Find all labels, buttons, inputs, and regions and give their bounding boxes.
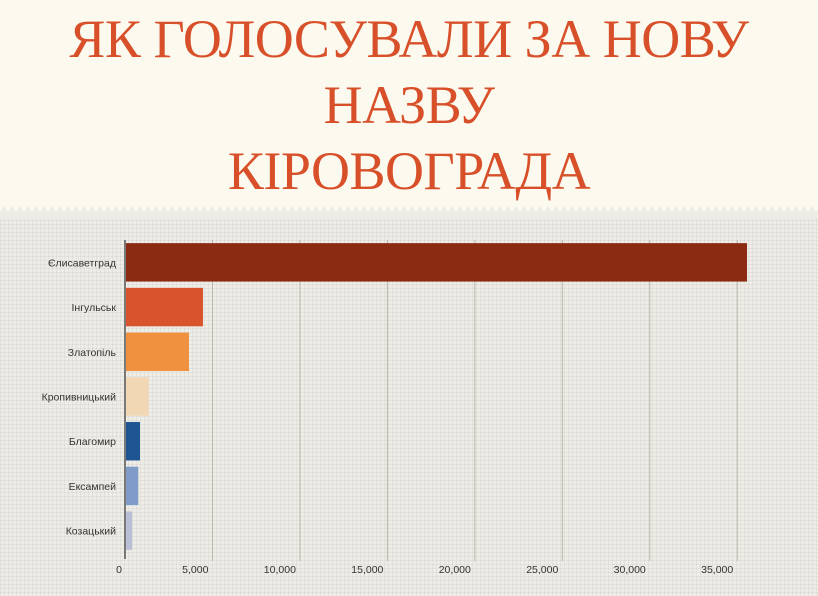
category-label: Козацький bbox=[66, 526, 116, 538]
category-label: Єлисаветград bbox=[48, 257, 116, 269]
bar bbox=[126, 332, 189, 372]
title-line-2: НАЗВУ bbox=[323, 75, 495, 135]
title-line-3: КІРОВОГРАДА bbox=[227, 141, 591, 201]
x-tick-label: 5,000 bbox=[182, 564, 208, 576]
bar bbox=[126, 243, 747, 282]
bar bbox=[126, 466, 139, 506]
bar bbox=[126, 377, 149, 416]
category-label: Кропивницький bbox=[42, 392, 117, 404]
x-tick-label: 30,000 bbox=[614, 564, 646, 576]
category-label: Ексампей bbox=[69, 481, 117, 493]
bar bbox=[126, 421, 140, 461]
zigzag-divider bbox=[0, 206, 818, 218]
bar bbox=[126, 511, 133, 550]
title-line-1: ЯК ГОЛОСУВАЛИ ЗА НОВУ bbox=[69, 9, 749, 69]
category-label: Інгульськ bbox=[72, 302, 117, 314]
x-tick-label: 20,000 bbox=[439, 564, 471, 576]
bar bbox=[126, 287, 203, 327]
x-tick-label: 15,000 bbox=[351, 564, 383, 576]
x-tick-label: 0 bbox=[116, 564, 122, 576]
category-label: Благомир bbox=[69, 436, 116, 448]
chart-title: ЯК ГОЛОСУВАЛИ ЗА НОВУ НАЗВУ КІРОВОГРАДА bbox=[0, 6, 818, 204]
x-tick-label: 10,000 bbox=[264, 564, 296, 576]
x-tick-label: 25,000 bbox=[526, 564, 558, 576]
x-tick-label: 35,000 bbox=[701, 564, 733, 576]
category-label: Златопіль bbox=[68, 347, 117, 359]
